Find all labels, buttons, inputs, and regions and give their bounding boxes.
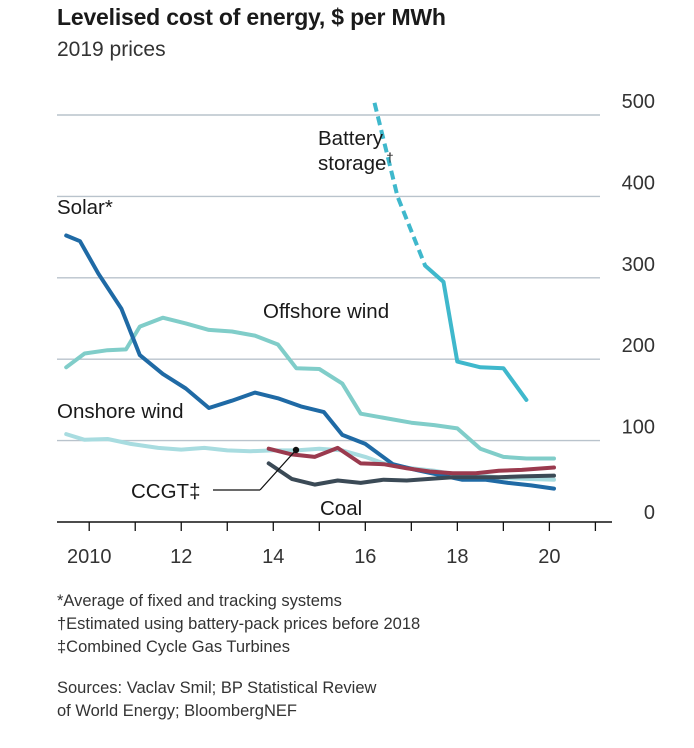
label-battery-storage-line2: storage† [318, 150, 394, 175]
y-tick-label-400: 400 [622, 172, 655, 194]
series-solar [64, 233, 556, 491]
footnotes: *Average of fixed and tracking systems †… [57, 590, 420, 659]
y-tick-label-100: 100 [622, 417, 655, 439]
label-onshore-wind: Onshore wind [57, 400, 183, 423]
sources-line-2: of World Energy; BloombergNEF [57, 702, 297, 720]
annotations: Battery storage† Solar* Offshore wind On… [57, 127, 394, 520]
x-axis: 2010 12 14 16 18 20 [57, 521, 612, 568]
sources: Sources: Vaclav Smil; BP Statistical Rev… [57, 677, 376, 723]
series-battery-storage [423, 263, 529, 402]
x-tick-label-20: 20 [538, 546, 560, 568]
label-ccgt: CCGT‡ [131, 480, 200, 503]
series-ccgt [266, 445, 556, 476]
series-offshore-wind [64, 315, 556, 461]
y-tick-label-0: 0 [644, 502, 655, 524]
label-solar: Solar* [57, 196, 113, 219]
y-tick-label-500: 500 [622, 91, 655, 113]
x-tick-label-14: 14 [262, 546, 284, 568]
ccgt-start-dot [292, 446, 300, 454]
x-tick-label-16: 16 [354, 546, 376, 568]
line-chart: 0 100 200 300 400 500 2010 12 14 16 18 20 Battery … [57, 91, 655, 568]
label-offshore-wind: Offshore wind [263, 300, 389, 323]
y-tick-label-300: 300 [622, 254, 655, 276]
x-tick-label-2010: 2010 [67, 546, 112, 568]
footnote-ccgt: ‡Combined Cycle Gas Turbines [57, 638, 290, 656]
series-lines [64, 102, 556, 491]
ccgt-leader-line-diagonal [259, 449, 297, 491]
y-tick-labels: 0 100 200 300 400 500 [622, 91, 655, 524]
chart-title: Levelised cost of energy, $ per MWh [57, 4, 446, 30]
footnote-solar: *Average of fixed and tracking systems [57, 592, 342, 610]
footnote-battery: †Estimated using battery-pack prices bef… [57, 615, 421, 633]
x-tick-label-18: 18 [446, 546, 468, 568]
label-battery-storage-line1: Battery [318, 127, 384, 150]
label-coal: Coal [320, 497, 362, 520]
series-battery-storage-estimated [372, 102, 427, 267]
x-tick-label-12: 12 [170, 546, 192, 568]
chart-subtitle: 2019 prices [57, 38, 166, 61]
sources-line-1: Sources: Vaclav Smil; BP Statistical Rev… [57, 679, 377, 697]
series-coal [266, 461, 556, 487]
y-tick-label-200: 200 [622, 335, 655, 357]
